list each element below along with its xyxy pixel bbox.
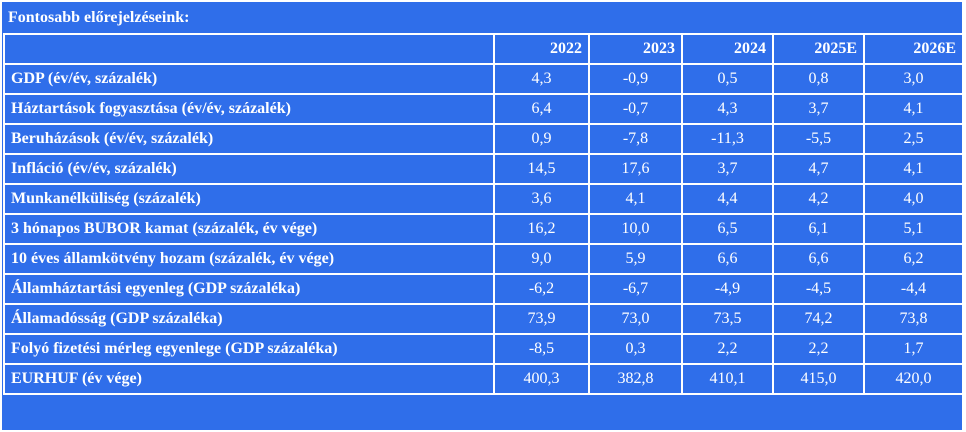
column-header-2025e: 2025E [772, 33, 865, 65]
value-cell-2026e: -4,4 [863, 273, 964, 305]
value-cell-2023: -7,8 [588, 123, 683, 155]
forecast-table: 2022 2023 2024 2025E 2026E GDP (év/év, s… [3, 33, 964, 395]
column-header-2023: 2023 [588, 33, 683, 65]
row-label: Beruházások (év/év, százalék) [3, 123, 495, 155]
value-cell-2022: -6,2 [493, 273, 590, 305]
value-cell-2022: 6,4 [493, 93, 590, 125]
value-cell-2025e: 6,1 [772, 213, 865, 245]
table-row: Háztartások fogyasztása (év/év, százalék… [3, 93, 964, 125]
table-title: Fontosabb előrejelzéseink: [8, 9, 190, 26]
value-cell-2024: 0,5 [681, 63, 774, 95]
value-cell-2024: 410,1 [681, 363, 774, 395]
value-cell-2023: 17,6 [588, 153, 683, 185]
value-cell-2026e: 420,0 [863, 363, 964, 395]
value-cell-2023: -0,9 [588, 63, 683, 95]
table-row: Beruházások (év/év, százalék) 0,9 -7,8 -11,… [3, 123, 964, 155]
value-cell-2022: 3,6 [493, 183, 590, 215]
value-cell-2025e: 3,7 [772, 93, 865, 125]
value-cell-2025e: 2,2 [772, 333, 865, 365]
value-cell-2023: 10,0 [588, 213, 683, 245]
table-row: Folyó fizetési mérleg egyenlege (GDP szá… [3, 333, 964, 365]
value-cell-2022: -8,5 [493, 333, 590, 365]
value-cell-2025e: 4,7 [772, 153, 865, 185]
row-label: GDP (év/év, százalék) [3, 63, 495, 95]
value-cell-2024: 3,7 [681, 153, 774, 185]
value-cell-2024: -4,9 [681, 273, 774, 305]
table-row: 10 éves államkötvény hozam (százalék, év… [3, 243, 964, 275]
value-cell-2023: -0,7 [588, 93, 683, 125]
value-cell-2025e: -5,5 [772, 123, 865, 155]
value-cell-2023: 73,0 [588, 303, 683, 335]
value-cell-2025e: -4,5 [772, 273, 865, 305]
row-label: 10 éves államkötvény hozam (százalék, év… [3, 243, 495, 275]
value-cell-2025e: 6,6 [772, 243, 865, 275]
value-cell-2024: 4,4 [681, 183, 774, 215]
table-row: Infláció (év/év, százalék) 14,5 17,6 3,7 4,7… [3, 153, 964, 185]
value-cell-2024: 6,6 [681, 243, 774, 275]
value-cell-2024: 73,5 [681, 303, 774, 335]
forecast-table-body: GDP (év/év, százalék) 4,3 -0,9 0,5 0,8 3,0 Ház… [3, 63, 964, 395]
table-row: EURHUF (év vége) 400,3 382,8 410,1 415,0 420,… [3, 363, 964, 395]
value-cell-2025e: 74,2 [772, 303, 865, 335]
row-label: Munkanélküliség (százalék) [3, 183, 495, 215]
value-cell-2026e: 4,1 [863, 153, 964, 185]
value-cell-2024: 4,3 [681, 93, 774, 125]
table-row: Államadósság (GDP százaléka) 73,9 73,0 73,5… [3, 303, 964, 335]
column-header-2024: 2024 [681, 33, 774, 65]
column-header-2026e: 2026E [863, 33, 964, 65]
row-label: Államháztartási egyenleg (GDP százaléka) [3, 273, 495, 305]
table-row: Államháztartási egyenleg (GDP százaléka)… [3, 273, 964, 305]
column-header-2022: 2022 [493, 33, 590, 65]
value-cell-2023: 382,8 [588, 363, 683, 395]
value-cell-2026e: 5,1 [863, 213, 964, 245]
value-cell-2023: 0,3 [588, 333, 683, 365]
value-cell-2026e: 73,8 [863, 303, 964, 335]
value-cell-2022: 0,9 [493, 123, 590, 155]
value-cell-2025e: 0,8 [772, 63, 865, 95]
row-label: EURHUF (év vége) [3, 363, 495, 395]
table-row: Munkanélküliség (százalék) 3,6 4,1 4,4 4,2 4,… [3, 183, 964, 215]
value-cell-2022: 9,0 [493, 243, 590, 275]
value-cell-2022: 16,2 [493, 213, 590, 245]
row-label: Folyó fizetési mérleg egyenlege (GDP szá… [3, 333, 495, 365]
value-cell-2022: 4,3 [493, 63, 590, 95]
value-cell-2026e: 6,2 [863, 243, 964, 275]
row-label: Államadósság (GDP százaléka) [3, 303, 495, 335]
value-cell-2022: 400,3 [493, 363, 590, 395]
header-empty-cell [3, 33, 495, 65]
row-label: 3 hónapos BUBOR kamat (százalék, év vége… [3, 213, 495, 245]
value-cell-2023: 5,9 [588, 243, 683, 275]
value-cell-2023: -6,7 [588, 273, 683, 305]
value-cell-2026e: 3,0 [863, 63, 964, 95]
value-cell-2023: 4,1 [588, 183, 683, 215]
value-cell-2026e: 2,5 [863, 123, 964, 155]
value-cell-2026e: 4,0 [863, 183, 964, 215]
value-cell-2022: 73,9 [493, 303, 590, 335]
row-label: Háztartások fogyasztása (év/év, százalék… [3, 93, 495, 125]
value-cell-2022: 14,5 [493, 153, 590, 185]
value-cell-2024: -11,3 [681, 123, 774, 155]
table-row: 3 hónapos BUBOR kamat (százalék, év vége… [3, 213, 964, 245]
value-cell-2026e: 4,1 [863, 93, 964, 125]
value-cell-2024: 6,5 [681, 213, 774, 245]
value-cell-2026e: 1,7 [863, 333, 964, 365]
header-row: 2022 2023 2024 2025E 2026E [3, 33, 964, 65]
row-label: Infláció (év/év, százalék) [3, 153, 495, 185]
value-cell-2025e: 415,0 [772, 363, 865, 395]
value-cell-2025e: 4,2 [772, 183, 865, 215]
value-cell-2024: 2,2 [681, 333, 774, 365]
table-row: GDP (év/év, százalék) 4,3 -0,9 0,5 0,8 3,0 [3, 63, 964, 95]
